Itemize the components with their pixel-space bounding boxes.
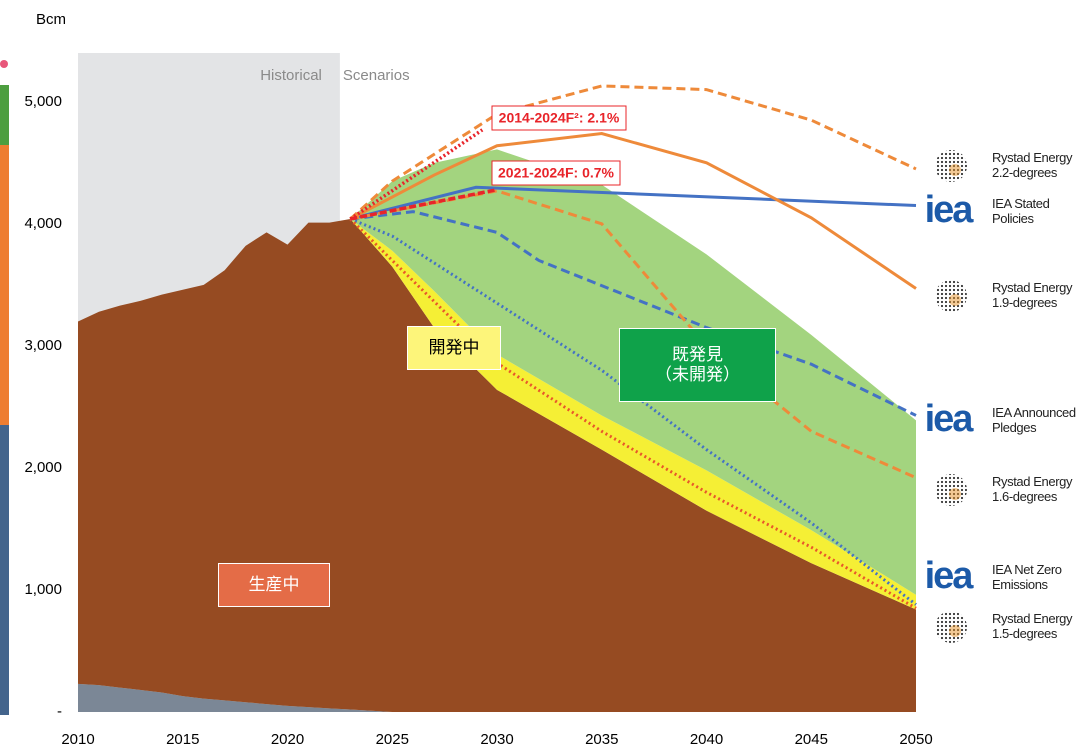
legend-label: Rystad Energy 1.5-degrees <box>992 611 1073 641</box>
area <box>78 218 916 610</box>
y-unit: Bcm <box>36 11 66 28</box>
rystad-logo-accent <box>949 625 961 637</box>
x-tick-label: 2030 <box>480 731 513 748</box>
scenario-line <box>349 84 917 221</box>
rystad-logo-accent <box>949 488 961 500</box>
iea-logo: iea <box>925 398 975 440</box>
scenario-line <box>350 210 917 417</box>
historical-label: Historical <box>260 67 322 84</box>
legend-label: IEA Net Zero Emissions <box>992 562 1062 592</box>
y-tick-label: 2,000 <box>24 459 62 476</box>
iea-logo: iea <box>925 555 975 597</box>
legend-label: IEA Stated Policies <box>992 196 1050 226</box>
x-tick-label: 2015 <box>166 731 199 748</box>
legend-label: Rystad Energy 1.9-degrees <box>992 280 1073 310</box>
side-dot <box>0 60 8 68</box>
y-tick-label: - <box>57 703 62 720</box>
x-tick-label: 2020 <box>271 731 304 748</box>
scenarios-label: Scenarios <box>343 67 410 84</box>
annotation-text: 2021-2024F: 0.7% <box>498 165 615 181</box>
y-tick-label: 5,000 <box>24 93 62 110</box>
annotation-box <box>491 105 627 131</box>
legend-label: IEA Announced Pledges <box>992 405 1076 435</box>
iea-logo: iea <box>925 189 975 231</box>
annotation-box <box>491 160 621 186</box>
area-label: 既発見 （未開発） <box>619 328 776 402</box>
area <box>78 149 916 595</box>
area <box>78 683 916 712</box>
side-strip <box>0 145 9 425</box>
scenario-line <box>349 185 917 221</box>
y-tick-label: 4,000 <box>24 215 62 232</box>
x-tick-label: 2010 <box>61 731 94 748</box>
trend-line <box>350 187 498 221</box>
area-label: 生産中 <box>218 563 330 607</box>
rystad-logo-accent <box>949 294 961 306</box>
area-label: 開発中 <box>407 326 501 370</box>
side-strip <box>0 85 9 145</box>
scenario-line <box>349 217 917 610</box>
x-tick-label: 2050 <box>899 731 932 748</box>
x-tick-label: 2025 <box>376 731 409 748</box>
rystad-logo-accent <box>949 164 961 176</box>
legend-label: Rystad Energy 2.2-degrees <box>992 150 1073 180</box>
scenario-line <box>349 217 917 606</box>
scenario-line <box>349 132 917 290</box>
side-strip <box>0 425 9 715</box>
scenario-line <box>350 189 917 480</box>
y-tick-label: 3,000 <box>24 337 62 354</box>
x-tick-label: 2040 <box>690 731 723 748</box>
y-tick-label: 1,000 <box>24 581 62 598</box>
x-tick-label: 2035 <box>585 731 618 748</box>
legend-label: Rystad Energy 1.6-degrees <box>992 474 1073 504</box>
annotation-text: 2014-2024F²: 2.1% <box>499 110 620 126</box>
x-tick-label: 2045 <box>795 731 828 748</box>
